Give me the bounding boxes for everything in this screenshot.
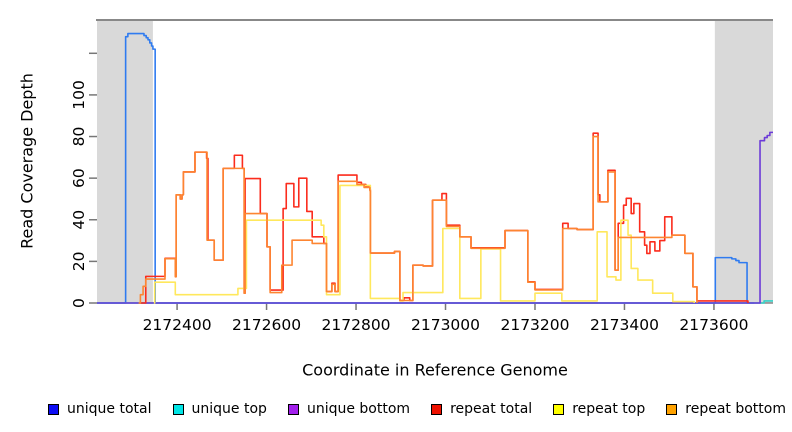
series-line-repeat-total <box>139 132 749 304</box>
y-tick-label: 80 <box>70 127 88 147</box>
legend-swatch-unique-top <box>172 403 184 415</box>
x-tick-label: 2172800 <box>322 316 391 334</box>
y-tick-label: 0 <box>70 298 88 308</box>
legend-label-unique-total: unique total <box>67 401 152 417</box>
legend-label-unique-bottom: unique bottom <box>306 401 411 417</box>
series-line-unique-bottom <box>97 131 773 304</box>
legend-label-repeat-bottom: repeat bottom <box>685 401 786 417</box>
x-tick-label: 2173000 <box>411 316 480 334</box>
legend-item-repeat-top: repeat top <box>553 401 645 417</box>
x-tick-label: 2173400 <box>590 316 659 334</box>
legend-swatch-unique-bottom <box>287 403 299 415</box>
series-line-repeat-top <box>153 184 696 304</box>
x-tick-label: 2173200 <box>500 316 569 334</box>
legend-swatch-repeat-bottom <box>666 403 678 415</box>
legend-item-repeat-bottom: repeat bottom <box>666 401 786 417</box>
x-axis-title: Coordinate in Reference Genome <box>302 360 568 380</box>
legend-item-unique-bottom: unique bottom <box>287 401 411 417</box>
masked-region-band-1 <box>714 20 773 303</box>
legend-item-unique-top: unique top <box>172 401 267 417</box>
series-line-unique-total <box>97 32 755 304</box>
legend-label-repeat-total: repeat total <box>450 401 533 417</box>
x-tick-label: 2172600 <box>232 316 301 334</box>
legend-swatch-repeat-top <box>553 403 565 415</box>
series-line-repeat-bottom <box>138 135 698 304</box>
legend-swatch-repeat-total <box>431 403 443 415</box>
legend-swatch-unique-total <box>48 403 59 415</box>
legend-item-repeat-total: repeat total <box>431 401 532 417</box>
x-tick-label: 2172400 <box>143 316 212 334</box>
y-tick-label: 40 <box>70 210 88 230</box>
y-tick-label: 20 <box>70 252 88 272</box>
y-tick-label: 60 <box>70 168 88 188</box>
x-tick-label: 2173600 <box>679 316 748 334</box>
y-axis-title: Read Coverage Depth <box>17 73 37 249</box>
y-tick-label: 100 <box>70 80 88 110</box>
legend-label-repeat-top: repeat top <box>572 401 646 417</box>
legend: unique total unique top unique bottom repea… <box>48 401 786 417</box>
legend-label-unique-top: unique top <box>191 401 267 417</box>
legend-item-unique-total: unique total <box>48 401 151 417</box>
